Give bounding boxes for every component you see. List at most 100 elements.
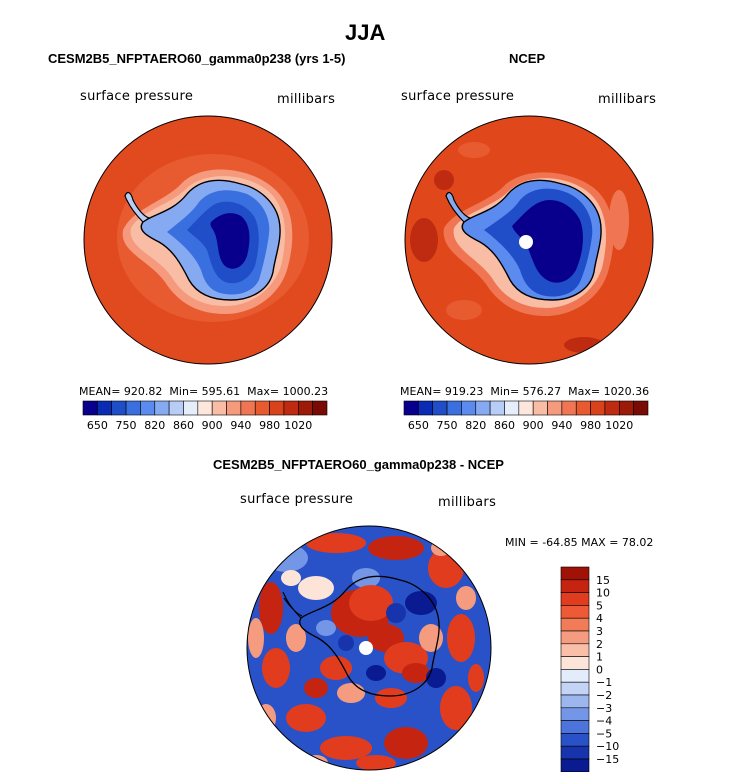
pole-hole — [359, 641, 373, 655]
colorbar-tick-label: 980 — [259, 419, 280, 432]
colorbar-box — [312, 400, 328, 416]
contour-blob — [259, 582, 283, 634]
panel-2-stats: MEAN= 919.23 Min= 576.27 Max= 1020.36 — [400, 385, 649, 398]
panel-2-min-label: Min= — [490, 385, 520, 398]
contour-blob — [366, 665, 386, 681]
panel-3-left-label: surface pressure — [240, 492, 354, 507]
colorbar-box — [560, 707, 590, 721]
colorbar-box — [461, 400, 477, 416]
colorbar-box — [560, 720, 590, 734]
panel-3-max-value: 78.02 — [621, 536, 654, 549]
contour-blob — [286, 704, 326, 732]
panel-2-min-value: 576.27 — [522, 385, 562, 398]
panel-1-title: CESM2B5_NFPTAERO60_gamma0p238 (yrs 1-5) — [48, 51, 346, 66]
colorbar-box — [269, 400, 285, 416]
panel-3-min-value: -64.85 — [542, 536, 578, 549]
colorbar-box — [475, 400, 491, 416]
colorbar-box — [154, 400, 170, 416]
panel-1-stats: MEAN= 920.82 Min= 595.61 Max= 1000.23 — [79, 385, 328, 398]
contour-blob — [468, 664, 484, 692]
panel-2-left-label: surface pressure — [401, 89, 515, 104]
panel-1-mean-label: MEAN= — [79, 385, 121, 398]
panel-2-mean-label: MEAN= — [400, 385, 442, 398]
panel-2-title: NCEP — [509, 51, 546, 66]
colorbar-tick-label: −2 — [596, 689, 612, 702]
contour-blob — [356, 755, 396, 770]
ocean-patch — [434, 170, 454, 190]
contour-blob — [440, 686, 472, 730]
colorbar-tick-label: −15 — [596, 753, 619, 766]
colorbar-tick-label: −5 — [596, 727, 612, 740]
ocean-patch — [446, 300, 482, 320]
panel-2-map-border — [404, 115, 654, 365]
contour-blob — [320, 736, 372, 760]
colorbar-box — [418, 400, 434, 416]
colorbar-tick-label: 980 — [580, 419, 601, 432]
colorbar-box — [211, 400, 227, 416]
panel-1-max-label: Max= — [247, 385, 280, 398]
colorbar-tick-label: 940 — [230, 419, 251, 432]
colorbar-tick-label: 650 — [87, 419, 108, 432]
colorbar-tick-label: 3 — [596, 625, 603, 638]
colorbar-tick-label: 650 — [408, 419, 429, 432]
contour-blob — [298, 576, 334, 600]
peninsula — [282, 591, 303, 619]
contour-blob — [248, 618, 264, 658]
contour-blob — [337, 683, 365, 703]
contour-blob — [417, 755, 445, 770]
contour-blob — [349, 585, 393, 621]
panel-1-map-border — [83, 115, 333, 365]
colorbar-box — [560, 592, 590, 606]
colorbar-box — [168, 400, 184, 416]
ocean-patch — [609, 190, 629, 250]
colorbar-tick-label: 1 — [596, 651, 603, 664]
panel-1-min-value: 595.61 — [201, 385, 241, 398]
colorbar-box — [197, 400, 213, 416]
colorbar-box — [403, 400, 419, 416]
colorbar-box — [297, 400, 313, 416]
colorbar-box — [489, 400, 505, 416]
colorbar-box — [561, 400, 577, 416]
panel-1-min-label: Min= — [169, 385, 199, 398]
colorbar-tick-label: 5 — [596, 599, 603, 612]
panel-2-colorbar: 650 750 820 860 900 940 980 1020 — [403, 400, 649, 432]
colorbar-box — [590, 400, 606, 416]
colorbar-tick-label: 820 — [465, 419, 486, 432]
page-title: JJA — [345, 20, 386, 45]
colorbar-box — [518, 400, 534, 416]
contour-blob — [456, 586, 476, 610]
colorbar-box — [254, 400, 270, 416]
colorbar-box — [432, 400, 448, 416]
colorbar-box — [560, 605, 590, 619]
contour-blob — [306, 533, 366, 553]
pole-hole — [519, 235, 533, 249]
colorbar-tick-label: 900 — [523, 419, 544, 432]
colorbar-tick-label: 820 — [144, 419, 165, 432]
colorbar-box — [560, 579, 590, 593]
panel-3-max-label: MAX = — [581, 536, 619, 549]
panel-3-min-label: MIN = — [505, 536, 539, 549]
panel-1-left-label: surface pressure — [80, 89, 194, 104]
colorbar-tick-label: 2 — [596, 638, 603, 651]
colorbar-box — [560, 643, 590, 657]
peninsula — [445, 191, 472, 223]
colorbar-box — [575, 400, 591, 416]
colorbar-tick-label: 4 — [596, 612, 603, 625]
ice-level-3 — [512, 200, 583, 283]
ocean-patch — [410, 218, 438, 262]
panel-1-right-label: millibars — [277, 92, 336, 107]
panel-2-mean-value: 919.23 — [444, 385, 484, 398]
colorbar-box — [82, 400, 98, 416]
colorbar-tick-label: 15 — [596, 574, 610, 587]
panel-2-max-label: Max= — [568, 385, 601, 398]
colorbar-box — [560, 630, 590, 645]
contour-blob — [368, 536, 424, 560]
colorbar-tick-label: −3 — [596, 702, 612, 715]
colorbar-tick-label: 900 — [202, 419, 223, 432]
panel-3-title: CESM2B5_NFPTAERO60_gamma0p238 - NCEP — [213, 457, 504, 472]
contour-blob — [426, 668, 446, 688]
panel-3-map — [246, 525, 492, 771]
contour-blob — [256, 704, 276, 732]
colorbar-tick-label: 940 — [551, 419, 572, 432]
colorbar-tick-label: 10 — [596, 587, 610, 600]
